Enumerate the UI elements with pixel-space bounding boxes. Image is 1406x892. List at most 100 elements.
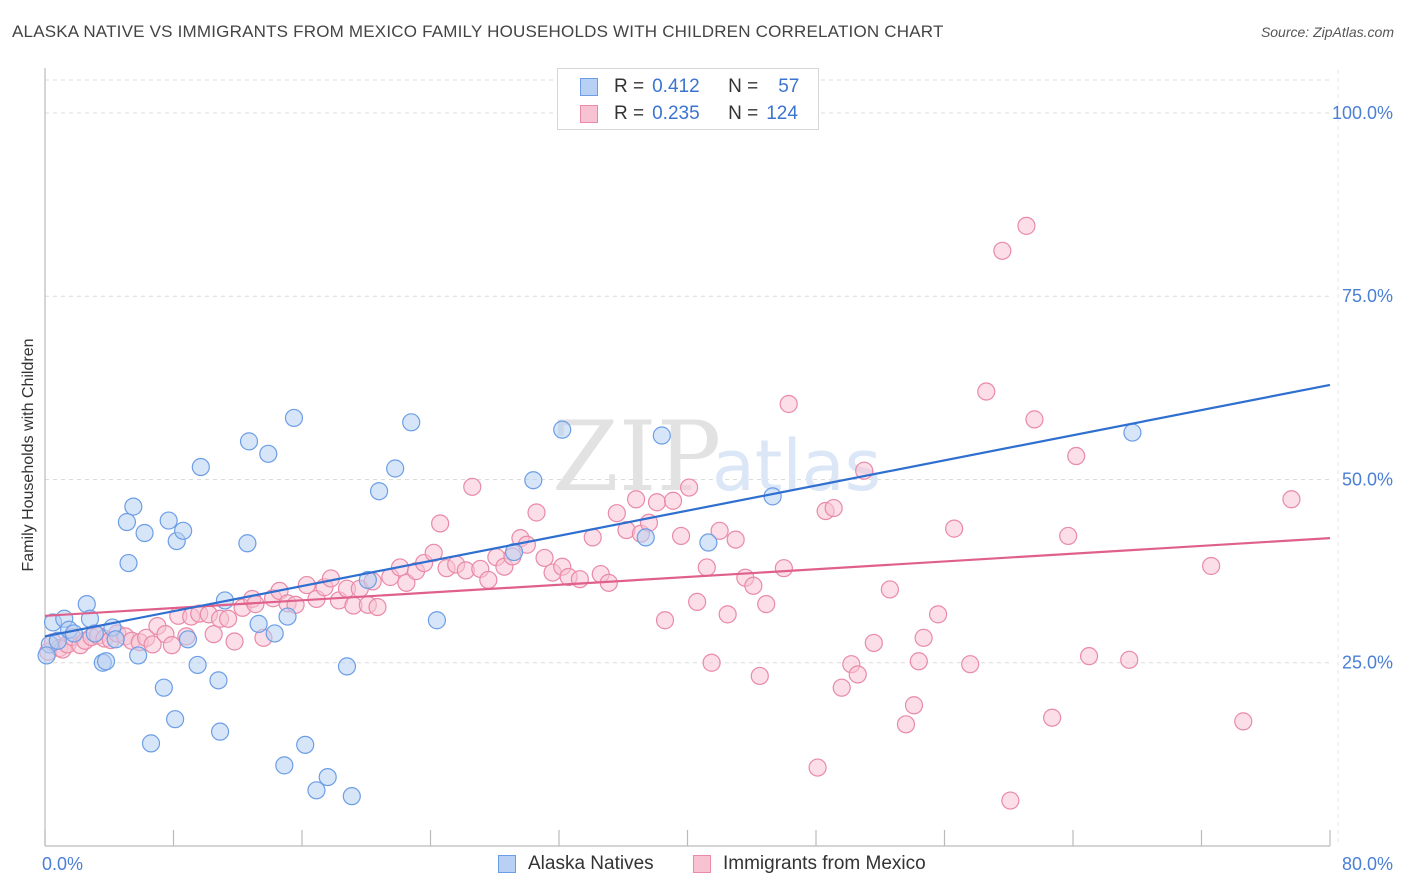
point-immigrants-from-mexico <box>824 498 843 518</box>
legend-r-label: R = <box>614 103 645 124</box>
point-alaska-native <box>159 511 178 530</box>
point-immigrants-from-mexico <box>1017 216 1036 235</box>
point-immigrants-from-mexico <box>896 715 916 734</box>
point-immigrants-from-mexico <box>779 394 798 414</box>
point-immigrants-from-mexico <box>663 491 683 510</box>
point-immigrants-from-mexico <box>1202 556 1221 576</box>
point-alaska-native <box>296 735 315 754</box>
point-immigrants-from-mexico <box>225 632 244 651</box>
y-tick-label: 75.0% <box>1342 286 1393 306</box>
point-immigrants-from-mexico <box>1079 647 1099 666</box>
point-alaska-native <box>318 767 337 787</box>
point-immigrants-from-mexico <box>655 611 675 630</box>
trend-line-immigrants-from-mexico <box>44 537 1331 617</box>
point-immigrants-from-mexico <box>1234 712 1253 731</box>
legend-swatch-blue <box>498 855 516 873</box>
series-alaska-natives <box>37 408 1142 806</box>
point-immigrants-from-mexico <box>993 241 1012 260</box>
point-alaska-native <box>249 614 268 633</box>
point-immigrants-from-mexico <box>904 696 924 715</box>
point-immigrants-from-mexico <box>757 595 776 614</box>
legend-item-immigrants-from-mexico: Immigrants from Mexico <box>693 853 926 875</box>
point-alaska-native <box>48 631 67 650</box>
point-immigrants-from-mexico <box>219 609 238 628</box>
point-alaska-native <box>239 432 259 451</box>
source-credit: Source: ZipAtlas.com <box>1260 24 1394 40</box>
point-alaska-native <box>370 482 389 501</box>
legend-item-alaska-natives: Alaska Natives <box>498 853 654 875</box>
point-immigrants-from-mexico <box>880 580 899 599</box>
point-alaska-native <box>129 646 148 665</box>
point-immigrants-from-mexico <box>909 652 928 671</box>
legend-label: Immigrants from Mexico <box>723 853 926 874</box>
chart-title: ALASKA NATIVE VS IMMIGRANTS FROM MEXICO … <box>12 22 944 41</box>
point-immigrants-from-mexico <box>570 570 589 589</box>
x-tick-label: 80.0% <box>1342 854 1393 874</box>
legend-label: Alaska Natives <box>528 853 654 874</box>
point-immigrants-from-mexico <box>368 597 387 617</box>
legend-r-value: 0.235 <box>652 103 700 124</box>
watermark-atlas: atlas <box>712 425 881 507</box>
point-alaska-native <box>699 533 718 552</box>
point-alaska-native <box>188 655 207 675</box>
point-immigrants-from-mexico <box>832 678 851 697</box>
y-tick-label: 100.0% <box>1332 103 1393 123</box>
point-alaska-native <box>178 630 198 649</box>
point-immigrants-from-mexico <box>697 558 716 577</box>
point-immigrants-from-mexico <box>726 530 745 549</box>
point-alaska-native <box>259 444 278 463</box>
point-immigrants-from-mexico <box>527 503 546 522</box>
axes <box>44 68 1331 847</box>
point-immigrants-from-mexico <box>431 514 450 533</box>
point-immigrants-from-mexico <box>535 548 554 568</box>
point-alaska-native <box>524 471 543 490</box>
point-immigrants-from-mexico <box>1282 490 1301 509</box>
point-alaska-native <box>337 657 357 676</box>
point-alaska-native <box>119 553 138 573</box>
point-alaska-native <box>141 734 161 753</box>
point-immigrants-from-mexico <box>977 382 996 401</box>
legend-n-label: N = <box>728 103 759 124</box>
point-immigrants-from-mexico <box>710 521 729 540</box>
y-tick-label: 50.0% <box>1342 469 1393 489</box>
point-alaska-native <box>342 787 361 806</box>
point-immigrants-from-mexico <box>397 573 416 592</box>
x-tick-label: 0.0% <box>42 854 83 874</box>
point-alaska-native <box>763 487 782 506</box>
point-alaska-native <box>284 408 304 428</box>
point-immigrants-from-mexico <box>1120 650 1139 669</box>
trend-line-alaska-natives <box>44 383 1331 638</box>
point-alaska-native <box>209 671 228 690</box>
legend-n-value: 57 <box>778 76 800 97</box>
legend-swatch-pink <box>693 855 711 873</box>
point-alaska-native <box>64 624 84 643</box>
point-immigrants-from-mexico <box>1059 526 1078 546</box>
point-alaska-native <box>124 497 143 516</box>
point-immigrants-from-mexico <box>718 605 737 624</box>
point-immigrants-from-mexico <box>680 478 699 497</box>
legend-swatch-blue <box>580 78 598 96</box>
legend-n-label: N = <box>728 76 759 97</box>
trend-lines <box>44 383 1331 638</box>
legend-r-label: R = <box>614 76 645 97</box>
point-immigrants-from-mexico <box>744 576 763 595</box>
point-immigrants-from-mexico <box>808 758 827 777</box>
legend-n-value: 124 <box>766 103 798 124</box>
point-immigrants-from-mexico <box>607 504 626 523</box>
point-immigrants-from-mexico <box>1043 708 1062 727</box>
point-immigrants-from-mexico <box>750 666 769 686</box>
point-alaska-native <box>117 512 137 532</box>
tick-labels: 25.0% 50.0% 75.0% 100.0% 0.0% 80.0% <box>42 103 1393 874</box>
point-immigrants-from-mexico <box>914 628 933 647</box>
point-immigrants-from-mexico <box>671 526 691 546</box>
series-legend: Alaska Natives Immigrants from Mexico <box>0 853 1406 877</box>
legend-swatch-pink <box>580 105 598 123</box>
point-alaska-native <box>174 521 193 540</box>
legend-row-immigrants-from-mexico: R = 0.235 N = 124 <box>580 103 798 125</box>
point-immigrants-from-mexico <box>647 493 667 512</box>
point-alaska-native <box>166 710 185 729</box>
point-immigrants-from-mexico <box>626 490 646 509</box>
point-alaska-native <box>135 523 154 543</box>
legend-r-value: 0.412 <box>652 76 700 97</box>
